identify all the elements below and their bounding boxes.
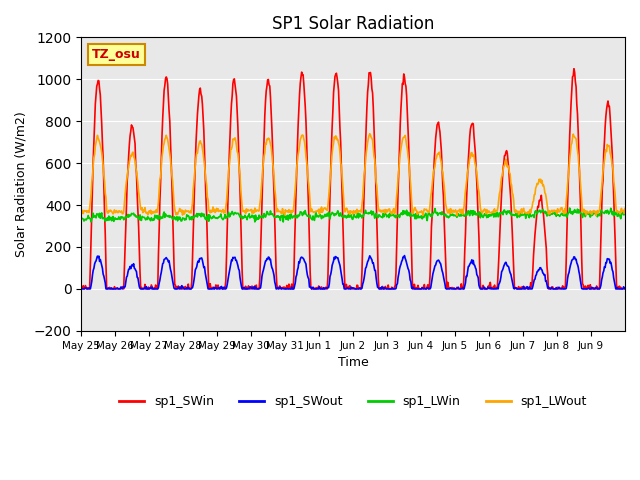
sp1_SWin xyxy=(77,285,85,291)
Text: TZ_osu: TZ_osu xyxy=(92,48,141,61)
Line: sp1_LWout: sp1_LWout xyxy=(81,133,625,216)
sp1_SWout xyxy=(77,286,85,291)
sp1_SWout xyxy=(289,286,297,292)
sp1_LWout xyxy=(289,208,296,214)
Legend: sp1_SWin, sp1_SWout, sp1_LWin, sp1_LWout: sp1_SWin, sp1_SWout, sp1_LWin, sp1_LWout xyxy=(114,390,592,413)
sp1_LWin xyxy=(141,216,149,221)
sp1_SWin xyxy=(570,66,578,72)
sp1_LWout xyxy=(141,205,149,211)
sp1_LWout xyxy=(453,213,461,218)
Y-axis label: Solar Radiation (W/m2): Solar Radiation (W/m2) xyxy=(15,111,28,257)
sp1_LWin xyxy=(410,212,417,217)
sp1_LWout xyxy=(440,183,448,189)
sp1_SWin xyxy=(78,286,86,292)
sp1_SWout xyxy=(621,286,629,292)
sp1_SWout xyxy=(401,252,408,258)
sp1_LWout xyxy=(410,208,417,214)
sp1_LWin xyxy=(241,212,249,218)
sp1_LWin xyxy=(280,219,287,225)
sp1_SWout xyxy=(441,281,449,287)
sp1_LWout xyxy=(268,152,276,157)
sp1_LWin xyxy=(621,209,629,215)
Title: SP1 Solar Radiation: SP1 Solar Radiation xyxy=(272,15,435,33)
sp1_LWin xyxy=(440,213,448,218)
X-axis label: Time: Time xyxy=(338,356,369,369)
sp1_SWin xyxy=(289,286,297,292)
sp1_LWout xyxy=(621,205,629,211)
sp1_SWin xyxy=(621,286,629,291)
sp1_SWin xyxy=(410,286,417,292)
sp1_SWout xyxy=(411,286,419,292)
sp1_LWin xyxy=(268,212,276,217)
sp1_SWin xyxy=(269,144,276,150)
sp1_LWout xyxy=(241,208,249,214)
sp1_SWout xyxy=(269,266,276,272)
sp1_SWin xyxy=(142,285,150,290)
sp1_LWin xyxy=(77,216,85,221)
Line: sp1_SWin: sp1_SWin xyxy=(81,69,625,289)
Line: sp1_SWout: sp1_SWout xyxy=(81,255,625,289)
sp1_SWin xyxy=(440,218,448,224)
Line: sp1_LWin: sp1_LWin xyxy=(81,208,625,222)
sp1_SWout xyxy=(242,286,250,292)
sp1_SWout xyxy=(142,286,150,292)
sp1_SWout xyxy=(78,286,86,292)
sp1_LWout xyxy=(366,131,374,136)
sp1_SWin xyxy=(242,283,250,289)
sp1_LWin xyxy=(566,205,573,211)
sp1_LWout xyxy=(77,208,85,214)
sp1_LWin xyxy=(289,214,297,220)
